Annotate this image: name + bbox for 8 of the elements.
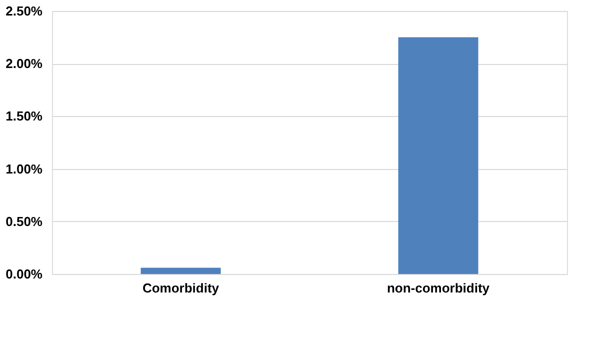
y-tick-label: 2.50% xyxy=(6,4,43,18)
x-tick-label: Comorbidity xyxy=(142,280,220,296)
y-tick-label: 1.00% xyxy=(6,161,43,176)
y-tick-label: 0.50% xyxy=(6,214,43,229)
x-tick-label: non-comorbidity xyxy=(386,280,490,296)
y-tick-label: 0.00% xyxy=(6,266,43,282)
y-tick-label: 2.00% xyxy=(6,56,43,72)
y-tick-label: 1.50% xyxy=(6,108,43,124)
